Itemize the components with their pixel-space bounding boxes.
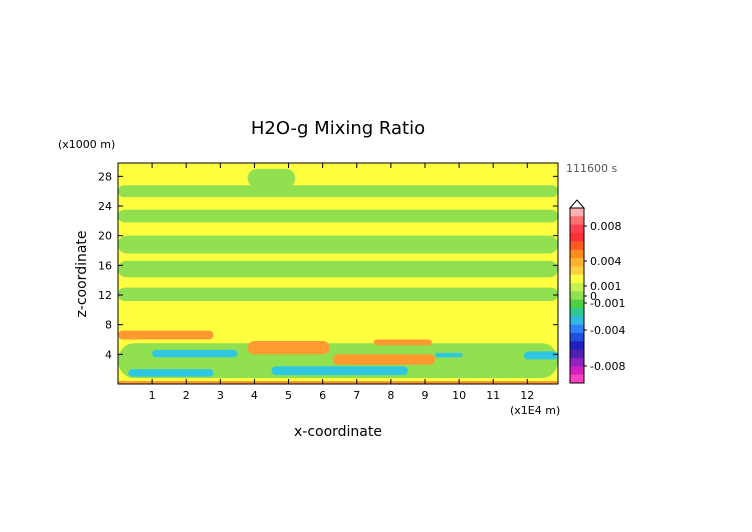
colorbar-swatch-14 xyxy=(570,324,584,334)
contour-region-16 xyxy=(118,381,558,384)
contour-region-10 xyxy=(435,352,463,358)
plot-frame xyxy=(117,162,559,385)
colorbar xyxy=(570,208,584,384)
contour-regions xyxy=(118,168,558,384)
colorbar-label-1: 0.004 xyxy=(590,255,622,268)
y-axis-ticks: 4 8 12 16 20 24 28 xyxy=(98,170,558,361)
y-tick-label-12: 12 xyxy=(98,289,112,302)
x-tick-label-8: 8 xyxy=(387,389,394,402)
plot-area xyxy=(118,163,558,384)
x-tick-label-11: 11 xyxy=(486,389,500,402)
colorbar-swatch-17 xyxy=(570,349,584,359)
colorbar-swatch-19 xyxy=(570,366,584,376)
colorbar-swatch-11 xyxy=(570,299,584,309)
contour-region-11 xyxy=(523,351,558,360)
contour-region-9 xyxy=(152,349,238,358)
colorbar-label-5: -0.004 xyxy=(590,324,625,337)
y-tick-label-20: 20 xyxy=(98,230,112,243)
x-tick-label-12: 12 xyxy=(520,389,534,402)
contour-region-12 xyxy=(118,330,214,340)
colorbar-swatch-16 xyxy=(570,341,584,351)
y-tick-label-16: 16 xyxy=(98,259,112,272)
colorbar-swatch-12 xyxy=(570,308,584,317)
colorbar-label-4: -0.001 xyxy=(590,297,625,310)
contour-region-0 xyxy=(118,185,558,198)
chart-title: H2O-g Mixing Ratio xyxy=(251,118,425,139)
y-tick-label-4: 4 xyxy=(105,348,112,361)
contour-region-3 xyxy=(118,260,558,278)
colorbar-swatch-18 xyxy=(570,358,584,367)
colorbar-swatch-10 xyxy=(570,291,584,301)
colorbar-swatch-9 xyxy=(570,283,584,292)
contour-region-13 xyxy=(247,340,330,355)
colorbar-swatch-5 xyxy=(570,249,584,259)
y-tick-label-24: 24 xyxy=(98,200,112,213)
colorbar-swatch-7 xyxy=(570,266,584,276)
x-tick-label-9: 9 xyxy=(421,389,428,402)
colorbar-swatch-13 xyxy=(570,316,584,326)
x-tick-label-1: 1 xyxy=(149,389,156,402)
x-tick-label-3: 3 xyxy=(217,389,224,402)
contour-region-2 xyxy=(118,235,558,254)
colorbar-label-3: 0 xyxy=(590,290,597,303)
x-tick-label-10: 10 xyxy=(452,389,466,402)
colorbar-swatch-8 xyxy=(570,274,584,284)
colorbar-swatch-6 xyxy=(570,258,584,267)
y-tick-label-28: 28 xyxy=(98,170,112,183)
contour-region-7 xyxy=(128,369,214,377)
colorbar-swatch-0 xyxy=(570,208,584,217)
y-axis-label: z-coordinate xyxy=(74,230,90,317)
colorbar-swatch-15 xyxy=(570,333,584,342)
colorbar-swatch-20 xyxy=(570,374,584,384)
x-tick-label-4: 4 xyxy=(251,389,258,402)
x-tick-label-7: 7 xyxy=(353,389,360,402)
x-tick-label-2: 2 xyxy=(183,389,190,402)
time-label: 111600 s xyxy=(566,162,617,175)
contour-region-4 xyxy=(118,287,558,301)
x-tick-label-5: 5 xyxy=(285,389,292,402)
colorbar-top-arrow xyxy=(568,199,586,209)
contour-region-14 xyxy=(332,354,436,365)
colorbar-label-2: 0.001 xyxy=(590,280,622,293)
contour-region-5 xyxy=(247,168,296,188)
x-tick-label-6: 6 xyxy=(319,389,326,402)
y-unit-label: (x1000 m) xyxy=(58,138,115,151)
x-unit-label: (x1E4 m) xyxy=(510,404,560,417)
contour-region-8 xyxy=(271,366,408,376)
x-axis-label: x-coordinate xyxy=(294,424,382,440)
colorbar-swatch-2 xyxy=(570,224,584,234)
contour-region-15 xyxy=(373,339,432,346)
contour-region-1 xyxy=(118,209,558,223)
colorbar-label-6: -0.008 xyxy=(590,360,625,373)
colorbar-label-0: 0.008 xyxy=(590,220,622,233)
colorbar-swatch-4 xyxy=(570,241,584,251)
x-axis-ticks: 1 2 3 4 5 6 7 8 9 10 11 12 xyxy=(149,163,534,402)
y-tick-label-8: 8 xyxy=(105,319,112,332)
colorbar-swatch-3 xyxy=(570,233,584,242)
colorbar-swatch-1 xyxy=(570,216,584,226)
